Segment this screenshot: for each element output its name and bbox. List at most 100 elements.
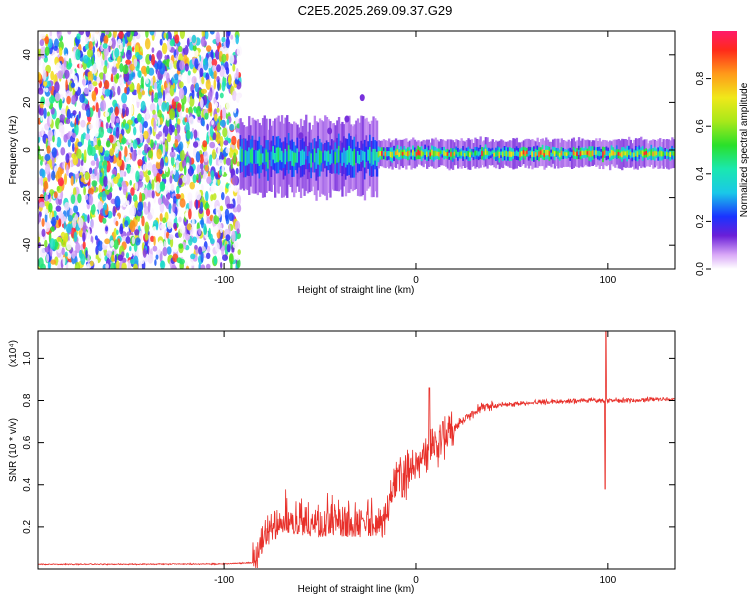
spectrogram-cell (226, 119, 230, 125)
spectrogram-cell (377, 151, 380, 158)
spectrogram-cell (320, 151, 323, 163)
spectrogram-cell (98, 184, 103, 194)
colorbar-tick-label: 0.8 (695, 71, 706, 85)
spectrogram-cell (192, 49, 199, 58)
spectrogram-cell (106, 127, 113, 134)
spectrogram-cell (332, 150, 336, 164)
spectrogram-cell (39, 103, 44, 109)
spectrogram-cell (652, 151, 655, 157)
spectrogram-cell (178, 73, 183, 81)
spectrogram-cell (79, 93, 85, 103)
spectrogram-cell (552, 149, 555, 154)
spectrogram-cell (358, 154, 361, 165)
spectrogram-cell (553, 151, 557, 157)
colorbar-ticks: 0.0 0.2 0.4 0.6 0.8 (695, 71, 711, 276)
spectrogram-cell (55, 62, 62, 71)
spectrogram-cell (558, 152, 562, 158)
spectrogram-cell (577, 149, 581, 156)
spectrogram-cell (92, 45, 96, 54)
spectrogram-cell (80, 177, 85, 183)
spectrogram-cell (90, 203, 96, 215)
spectrogram-cell (166, 231, 170, 239)
spectrogram-cell (173, 195, 177, 204)
spectrogram-cell (87, 214, 90, 224)
spectrogram-cell (305, 146, 308, 160)
spectrogram-cell (170, 183, 175, 192)
spectrogram-cell (341, 152, 344, 166)
spectrogram-cell (206, 176, 212, 184)
spectrogram-cell (348, 145, 351, 163)
spectrogram-cell (493, 152, 496, 157)
spectrogram-cell (565, 152, 569, 156)
spectrogram-cell (135, 170, 140, 183)
spectrogram-cell (65, 118, 71, 125)
spectrogram-cell (119, 226, 124, 235)
spectrogram-cell (140, 100, 146, 111)
spectrogram-cell (512, 151, 515, 156)
spectrogram-cell (102, 43, 108, 49)
spectrogram-cell (44, 36, 49, 45)
spectrogram-cell (226, 203, 231, 209)
spectrogram-cell (57, 166, 63, 179)
spectrogram-cell (99, 172, 103, 178)
spectrogram-cell (175, 159, 180, 169)
spectrogram-cell (272, 146, 275, 160)
spectrogram-cell (191, 127, 195, 134)
spectrogram-cell (396, 149, 399, 155)
spectrogram-cell (56, 215, 59, 221)
spectrogram-cell (496, 150, 500, 156)
spectrogram-cell (38, 87, 44, 95)
spectrogram-cell (187, 70, 191, 76)
spectrogram-cell (261, 153, 265, 163)
spectrogram-cell (88, 83, 94, 91)
spectrogram-cell (164, 156, 168, 163)
spectrogram-cell (486, 150, 489, 155)
spectrogram-cell (229, 54, 235, 65)
spectrogram-cell (669, 151, 672, 157)
spectrogram-cell (83, 186, 86, 196)
spectrogram-cell (192, 174, 197, 184)
spectrogram-cell (103, 65, 108, 74)
spectrogram-xtick-label: 0 (413, 275, 419, 286)
spectrogram-cell (179, 31, 185, 40)
spectrogram-cell (77, 141, 83, 147)
spectrogram-cell (47, 261, 52, 269)
spectrogram-cell (89, 260, 94, 267)
spectrogram-cell (153, 82, 158, 90)
spectrogram-cell (109, 148, 114, 157)
spectrogram-cell (139, 192, 142, 204)
spectrogram-cell (87, 188, 94, 195)
spectrogram-cell (407, 151, 410, 157)
spectrogram-cell (110, 240, 115, 247)
spectrogram-cell (595, 150, 598, 155)
spectrogram-cell (50, 259, 57, 265)
spectrogram-cell (95, 102, 99, 113)
spectrogram-cell (38, 257, 44, 269)
spectrogram-cell (151, 208, 155, 217)
spectrogram-cell (405, 151, 408, 156)
spectrogram-cell (426, 151, 429, 157)
spectrogram-cell (155, 222, 159, 231)
spectrogram-cell (136, 113, 143, 123)
spectrogram-cell (541, 149, 545, 156)
spectrogram-cell (394, 151, 398, 156)
spectrogram-cell (206, 123, 209, 131)
spectrogram-cell (129, 207, 135, 216)
spectrogram-cell (175, 193, 181, 199)
spectrogram-cell (131, 72, 136, 78)
spectrogram-cell (382, 150, 386, 156)
spectrogram-cell (125, 106, 129, 117)
spectrogram-cell (200, 36, 206, 47)
spectrogram-cell (470, 151, 474, 155)
spectrogram-cell (129, 220, 136, 233)
spectrogram-cell (455, 149, 458, 155)
spectrogram-cell (99, 192, 103, 197)
spectrogram-cell (645, 151, 648, 155)
spectrogram-cell (178, 141, 184, 152)
spectrogram-cell (168, 234, 174, 240)
spectrogram-cell (194, 58, 199, 70)
spectrogram-cell (313, 148, 317, 163)
spectrogram-cell (90, 160, 96, 166)
spectrogram-cell (609, 153, 612, 158)
spectrogram-cell (375, 151, 379, 166)
